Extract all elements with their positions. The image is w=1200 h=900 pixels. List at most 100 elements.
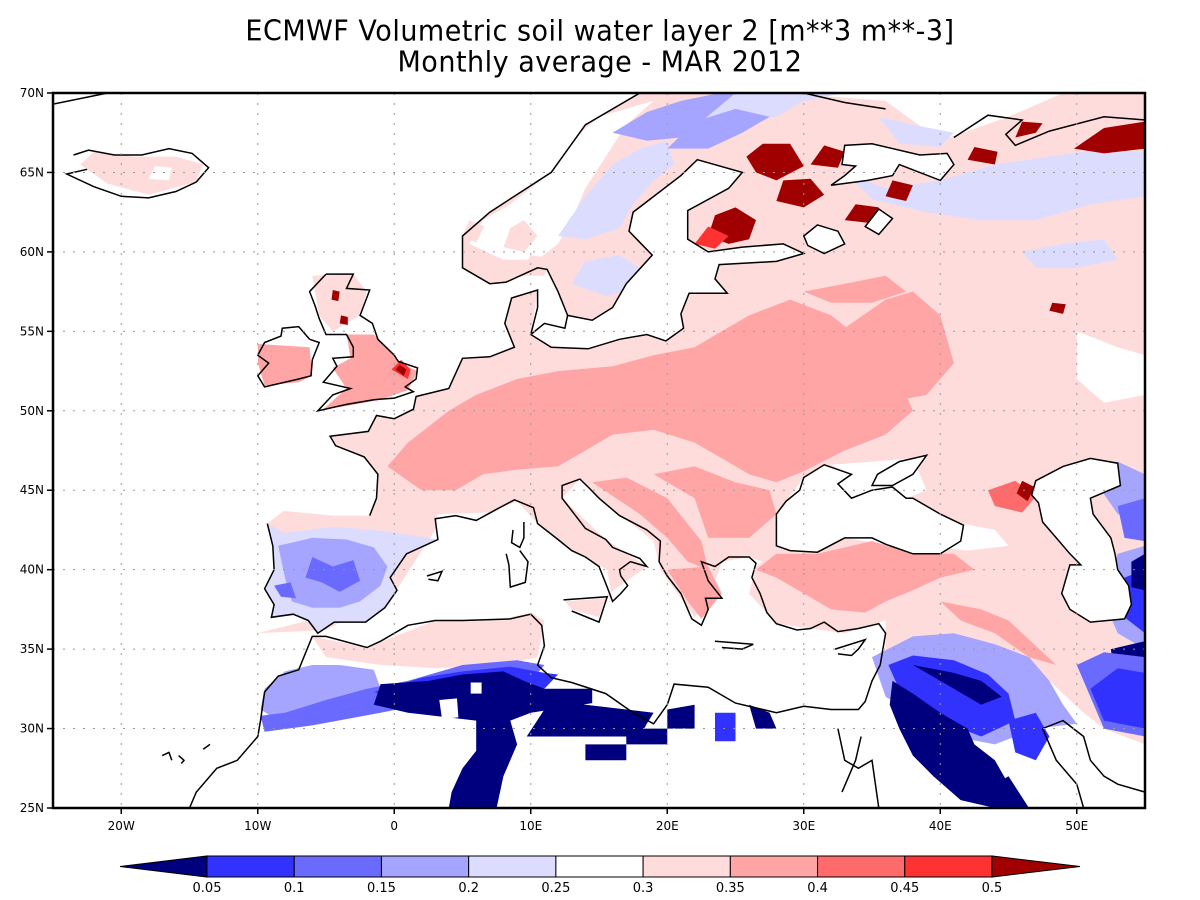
field-region <box>564 598 606 618</box>
coastline <box>510 522 525 549</box>
field-region <box>653 466 777 538</box>
field-region <box>626 728 668 745</box>
coastline <box>202 743 211 750</box>
y-tick-label: 35N <box>20 642 44 656</box>
field-region <box>1131 553 1145 591</box>
coastline <box>256 325 321 388</box>
colorbar-label: 0.45 <box>890 881 919 896</box>
field-region <box>571 255 640 297</box>
gridlines <box>53 93 1145 808</box>
field-region <box>981 776 1029 808</box>
x-tick-label: 40E <box>929 819 952 833</box>
field-region <box>80 151 204 195</box>
coastline <box>308 273 419 413</box>
soil-water-field <box>80 93 1145 808</box>
colorbar-extend-low <box>119 855 208 878</box>
field-region <box>462 220 485 243</box>
field-region <box>312 612 545 669</box>
coastline <box>841 736 862 793</box>
field-region <box>1008 712 1050 761</box>
field-region <box>503 220 538 252</box>
colorbar-segment <box>468 855 557 878</box>
colorbar: 0.05 0.1 0.15 0.2 0.25 0.3 0.35 0.4 0.45 0.5 <box>119 855 1081 896</box>
field-region <box>756 541 975 613</box>
field-region <box>1074 121 1145 154</box>
field-region <box>339 315 348 325</box>
y-tick-label: 70N <box>20 86 44 100</box>
field-region <box>746 143 804 181</box>
field-region <box>373 671 593 808</box>
field-region <box>844 148 1145 221</box>
field-region <box>889 680 1009 808</box>
colorbar-label: 0.4 <box>807 881 828 896</box>
inland-sea <box>802 224 846 255</box>
field-region <box>1076 331 1145 403</box>
field-region <box>1090 668 1145 729</box>
inland-sea <box>775 463 965 555</box>
field-region <box>331 290 340 302</box>
inland-sea <box>864 207 894 236</box>
field-region <box>776 178 825 208</box>
colorbar-extend-high <box>991 855 1081 878</box>
colorbar-segment <box>729 855 819 878</box>
coastline <box>53 93 108 105</box>
field-region <box>1022 239 1118 268</box>
y-tick-label: 65N <box>20 165 44 179</box>
y-tick-label: 45N <box>20 483 44 497</box>
colorbar-label: 0.05 <box>193 881 222 896</box>
field-region <box>1016 480 1035 502</box>
coastline <box>714 640 754 650</box>
inland-sea <box>870 454 929 487</box>
field-region <box>1049 302 1066 314</box>
field-region <box>888 655 1016 737</box>
coastline <box>1042 719 1145 793</box>
field-region <box>878 116 954 147</box>
y-tick-label: 55N <box>20 324 44 338</box>
field-region <box>257 344 313 386</box>
x-tick-label: 30E <box>792 819 815 833</box>
colorbar-label: 0.1 <box>284 881 305 896</box>
field-region <box>148 166 172 181</box>
coastline <box>461 93 886 316</box>
chart-title: ECMWF Volumetric soil water layer 2 [m**… <box>245 15 955 48</box>
coastline <box>178 755 186 764</box>
inland-sea <box>1030 457 1133 623</box>
x-tick-label: 10W <box>244 819 271 833</box>
field-region <box>912 665 1002 705</box>
coastline <box>505 550 529 589</box>
inland-sea <box>830 143 955 186</box>
field-region <box>1117 498 1145 542</box>
x-tick-label: 10E <box>519 819 542 833</box>
field-region <box>395 364 407 376</box>
y-tick-label: 40N <box>20 563 44 577</box>
colorbar-segment <box>555 855 644 878</box>
colorbar-label: 0.5 <box>982 881 1003 896</box>
field-region <box>526 703 654 737</box>
field-region <box>558 140 675 240</box>
colorbar-label: 0.15 <box>367 881 396 896</box>
x-tick-label: 20W <box>108 819 135 833</box>
field-region <box>967 147 998 165</box>
field-region <box>517 255 552 276</box>
plot-frame <box>51 91 1147 810</box>
colorbar-label: 0.2 <box>458 881 479 896</box>
chart-subtitle: Monthly average - MAR 2012 <box>397 46 803 79</box>
colorbar-segment <box>817 855 906 878</box>
coastline <box>426 570 444 582</box>
field-region <box>694 226 729 249</box>
field-region <box>844 204 879 224</box>
coastline <box>837 728 880 808</box>
field-region <box>715 712 736 742</box>
x-tick-label: 20E <box>656 819 679 833</box>
coastline <box>563 595 609 624</box>
y-tick-label: 25N <box>20 801 44 815</box>
x-tick-label: 50E <box>1065 819 1088 833</box>
colorbar-segment <box>380 855 470 878</box>
coastline <box>834 638 868 657</box>
coastline <box>953 114 1145 147</box>
field-region <box>260 665 381 721</box>
field-region <box>585 744 627 761</box>
coastline <box>1041 728 1085 808</box>
field-region <box>469 100 654 260</box>
